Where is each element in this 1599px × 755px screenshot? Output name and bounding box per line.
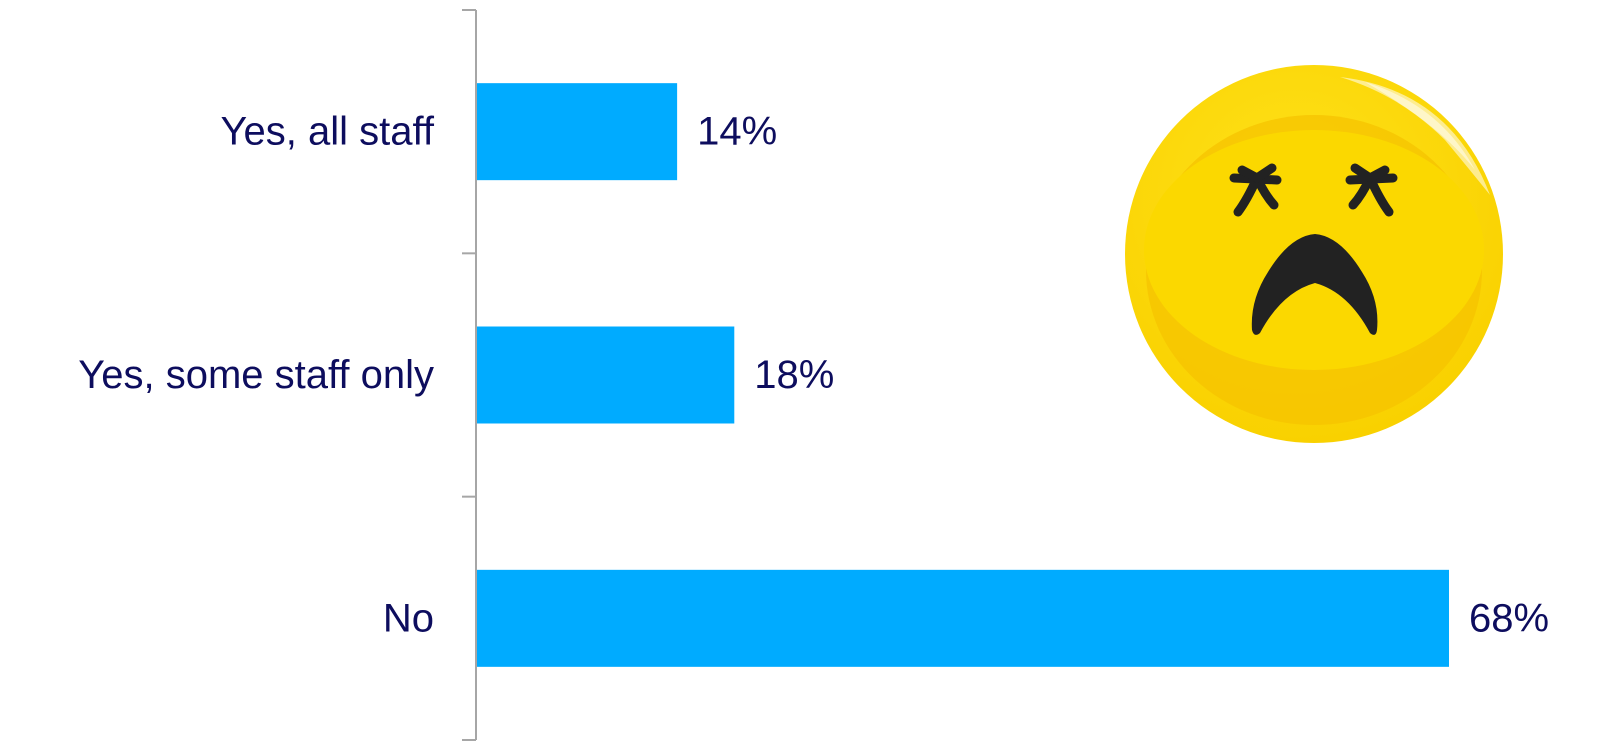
value-label: 68%	[1469, 596, 1549, 640]
bar	[477, 83, 678, 181]
category-label: No	[383, 596, 434, 640]
chart-axis	[462, 9, 477, 741]
sad-face-icon	[1125, 65, 1503, 443]
bar	[477, 326, 735, 424]
frown-mouth	[1251, 234, 1378, 335]
right-eye-x-icon	[1345, 163, 1398, 217]
bar	[477, 569, 1449, 667]
chart-bars	[477, 83, 1449, 667]
value-label: 18%	[754, 353, 834, 397]
chart-labels: Yes, all staff 14% Yes, some staff only 18%…	[78, 110, 1549, 641]
category-label: Yes, all staff	[221, 110, 435, 154]
category-label: Yes, some staff only	[78, 353, 434, 397]
value-label: 14%	[697, 110, 777, 154]
left-eye-x-icon	[1229, 163, 1282, 217]
